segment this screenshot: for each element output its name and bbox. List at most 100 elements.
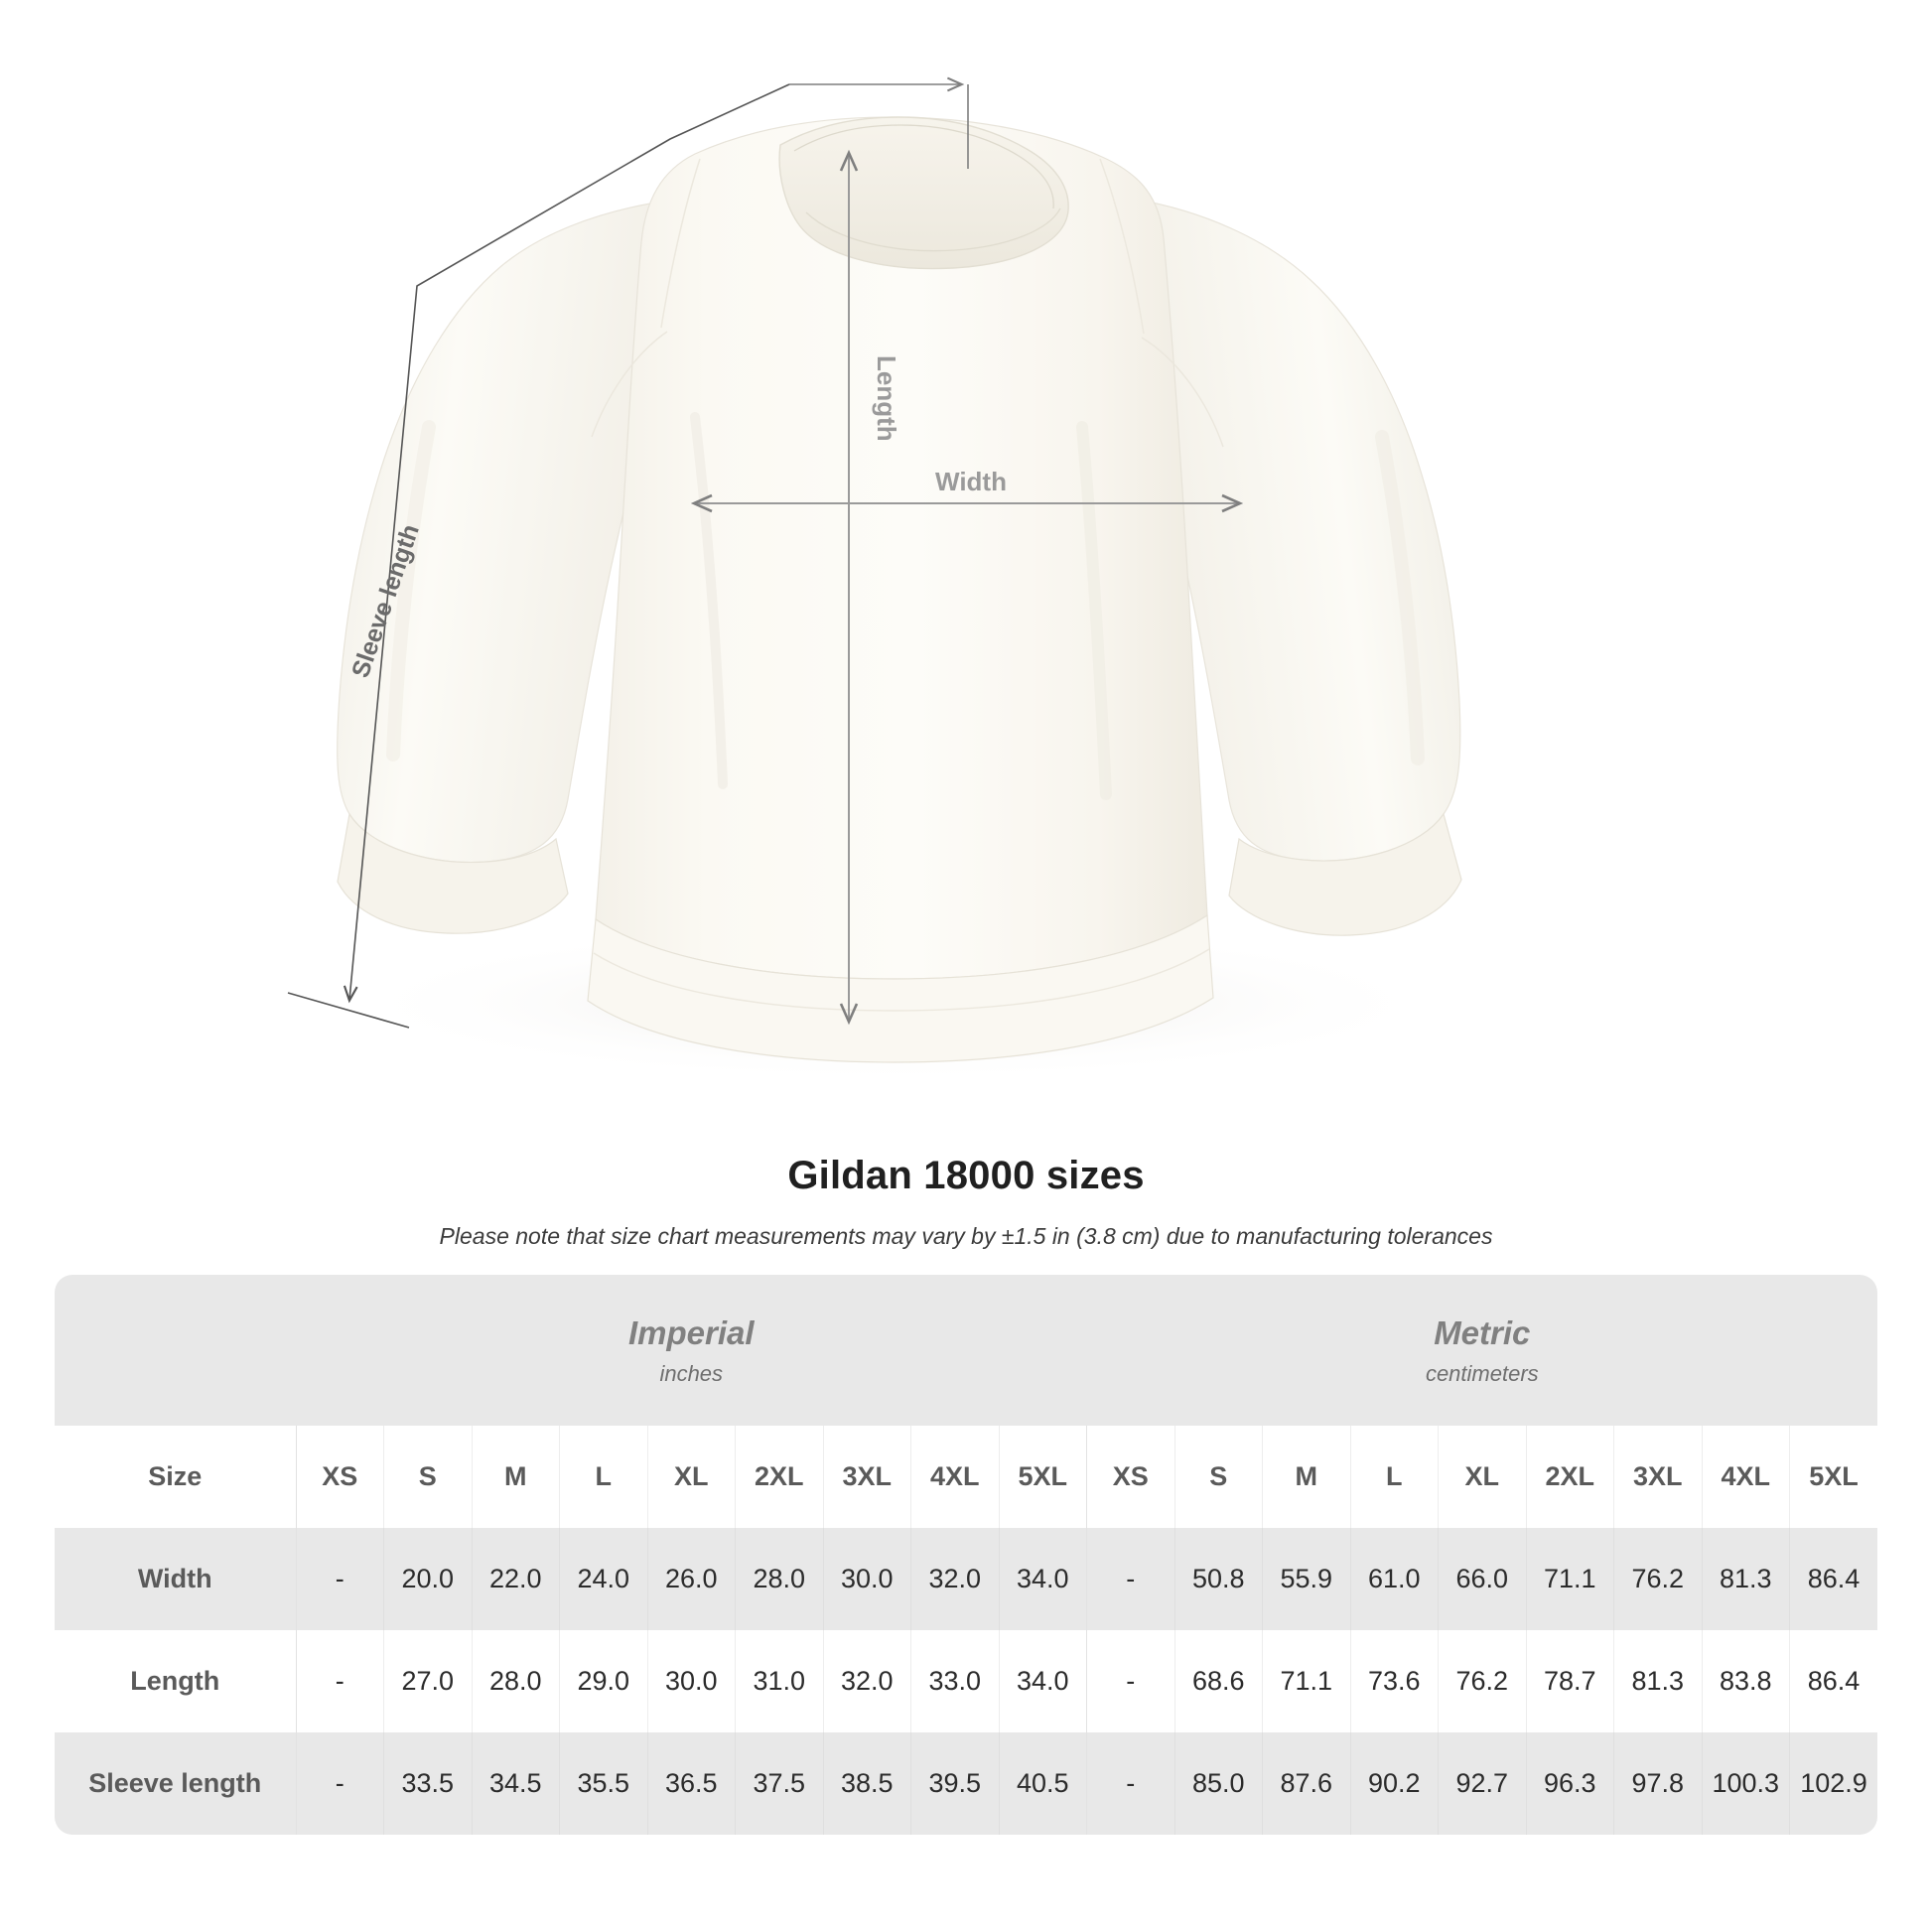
size-header-metric-s: S [1173,1426,1263,1528]
size-header-metric-m: M [1262,1426,1350,1528]
cell-width-metric-xl: 66.0 [1438,1528,1526,1630]
hem-seam [593,948,1210,1012]
cell-sleeve-length-imperial-xs: - [295,1732,384,1835]
cell-width-metric-5xl: 86.4 [1789,1528,1878,1630]
shoulder-reference-marker [789,76,969,169]
cell-width-metric-2xl: 71.1 [1525,1528,1614,1630]
fabric-fold-3 [386,420,436,761]
cell-width-metric-3xl: 76.2 [1613,1528,1702,1630]
size-header-metric-xs: XS [1086,1426,1174,1528]
size-header-imperial-xs: XS [295,1426,384,1528]
cell-width-imperial-4xl: 32.0 [910,1528,999,1630]
size-header-imperial-m: M [471,1426,560,1528]
size-header-imperial-4xl: 4XL [910,1426,999,1528]
cell-sleeve-length-imperial-l: 35.5 [559,1732,647,1835]
size-header-imperial-2xl: 2XL [735,1426,823,1528]
size-chart-table: Imperial inches Metric centimeters Size XS S M L… [55,1275,1878,1835]
cell-sleeve-length-metric-3xl: 97.8 [1613,1732,1702,1835]
sleeve-end-tick [287,992,410,1029]
cell-length-imperial-3xl: 32.0 [822,1630,911,1732]
cell-sleeve-length-imperial-s: 33.5 [383,1732,472,1835]
cell-sleeve-length-metric-xl: 92.7 [1438,1732,1526,1835]
unit-sublabel: centimeters [1425,1360,1539,1386]
cell-sleeve-length-imperial-5xl: 40.5 [998,1732,1087,1835]
size-header-label: Size [55,1426,296,1528]
size-header-row: Size XS S M L XL 2XL 3XL 4XL 5XL XS S M L XL 2XL 3XL 4XL 5… [55,1426,1878,1528]
page-title: Gildan 18000 sizes [787,1154,1145,1197]
collar-back-seam [805,207,1061,252]
table-row: Width -20.0 22.0 24.0 26.0 28.0 30.0 32.0 34.0-5… [55,1528,1878,1630]
cell-width-imperial-m: 22.0 [471,1528,560,1630]
product-hero: Sleeve length Length Width [287,76,1462,1082]
unit-header-row: Imperial inches Metric centimeters [55,1275,1878,1426]
bottom-hem [587,913,1214,1063]
cell-length-imperial-2xl: 31.0 [735,1630,823,1732]
right-armhole-seam [1141,337,1224,448]
cell-sleeve-length-metric-2xl: 96.3 [1525,1732,1614,1835]
left-shoulder-seam [660,158,701,329]
unit-header-imperial: Imperial inches [296,1275,1087,1426]
cell-sleeve-length-metric-l: 90.2 [1349,1732,1439,1835]
fabric-fold-4 [1375,430,1425,765]
cell-width-imperial-xs: - [295,1528,384,1630]
cell-sleeve-length-imperial-4xl: 39.5 [910,1732,999,1835]
cell-sleeve-length-imperial-3xl: 38.5 [822,1732,911,1835]
size-header-metric-2xl: 2XL [1525,1426,1614,1528]
cell-length-metric-xs: - [1086,1630,1174,1732]
cell-width-imperial-3xl: 30.0 [822,1528,911,1630]
cell-sleeve-length-metric-s: 85.0 [1173,1732,1263,1835]
cell-length-imperial-m: 28.0 [471,1630,560,1732]
cell-sleeve-length-imperial-xl: 36.5 [646,1732,736,1835]
size-chart-body: Imperial inches Metric centimeters Size XS S M L… [55,1275,1878,1835]
unit-header-metric: Metric centimeters [1086,1275,1878,1426]
cell-length-metric-5xl: 86.4 [1789,1630,1878,1732]
cell-sleeve-length-imperial-2xl: 37.5 [735,1732,823,1835]
size-header-metric-xl: XL [1438,1426,1526,1528]
cell-width-metric-m: 55.9 [1262,1528,1350,1630]
row-label-length: Length [55,1630,296,1732]
size-header-metric-4xl: 4XL [1701,1426,1790,1528]
cell-length-metric-s: 68.6 [1173,1630,1263,1732]
unit-row-spacer [55,1275,296,1426]
cell-length-metric-2xl: 78.7 [1525,1630,1614,1732]
length-label: Length [872,355,901,442]
size-header-metric-l: L [1349,1426,1439,1528]
cell-length-imperial-4xl: 33.0 [910,1630,999,1732]
left-armhole-seam [591,331,668,438]
cell-length-imperial-l: 29.0 [559,1630,647,1732]
length-annotation: Length [839,149,901,1026]
right-cuff [1228,812,1462,936]
cell-sleeve-length-imperial-m: 34.5 [471,1732,560,1835]
cell-sleeve-length-metric-4xl: 100.3 [1701,1732,1790,1835]
cell-sleeve-length-metric-5xl: 102.9 [1789,1732,1878,1835]
cell-length-metric-xl: 76.2 [1438,1630,1526,1732]
size-header-imperial-5xl: 5XL [998,1426,1087,1528]
size-chart-caption: Gildan 18000 sizes Please note that size… [0,1127,1932,1252]
cell-width-imperial-l: 24.0 [559,1528,647,1630]
cell-width-metric-s: 50.8 [1173,1528,1263,1630]
left-cuff [337,812,569,934]
size-header-imperial-xl: XL [646,1426,736,1528]
cell-width-metric-l: 61.0 [1349,1528,1439,1630]
cell-width-imperial-5xl: 34.0 [998,1528,1087,1630]
cell-width-imperial-xl: 26.0 [646,1528,736,1630]
size-header-metric-5xl: 5XL [1789,1426,1878,1528]
size-header-metric-3xl: 3XL [1613,1426,1702,1528]
cell-sleeve-length-metric-xs: - [1086,1732,1174,1835]
cell-sleeve-length-metric-m: 87.6 [1262,1732,1350,1835]
fabric-fold-2 [1076,421,1112,800]
cell-width-metric-4xl: 81.3 [1701,1528,1790,1630]
width-label: Width [935,467,1007,496]
sweatshirt-body [337,116,1462,1063]
tolerance-note: Please note that size chart measurements… [439,1223,1493,1249]
row-label-sleeve-length: Sleeve length [55,1732,296,1835]
size-header-imperial-3xl: 3XL [822,1426,911,1528]
table-row: Length -27.0 28.0 29.0 30.0 31.0 32.0 33.0 34.0-… [55,1630,1878,1732]
collar-inner-seam [793,124,1054,209]
row-label-width: Width [55,1528,296,1630]
width-annotation: Width [690,467,1244,513]
table-row: Sleeve length -33.5 34.5 35.5 36.5 37.5 38.5 39… [55,1732,1878,1835]
cell-length-metric-4xl: 83.8 [1701,1630,1790,1732]
cell-width-metric-xs: - [1086,1528,1174,1630]
cell-length-metric-3xl: 81.3 [1613,1630,1702,1732]
